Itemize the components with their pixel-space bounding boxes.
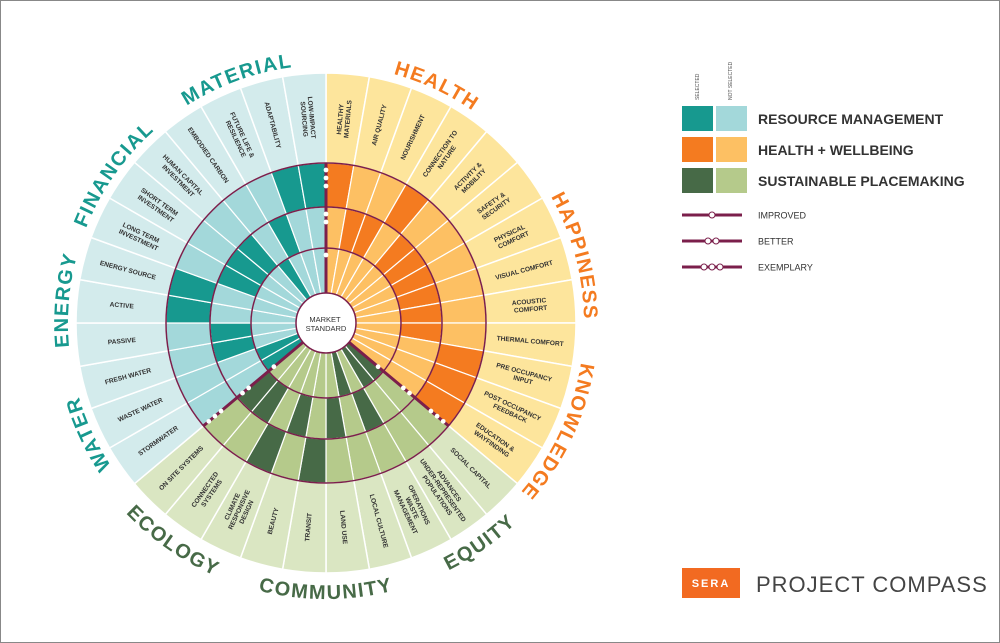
level-dot	[323, 219, 329, 225]
item-label: ACTIVE	[109, 301, 134, 310]
legend-swatch-selected	[682, 168, 713, 193]
legend-level-dot	[708, 263, 716, 271]
level-dot	[246, 385, 252, 391]
legend-group-label: SUSTAINABLE PLACEMAKING	[758, 173, 965, 189]
level-dot	[407, 390, 412, 396]
level-dot	[240, 390, 245, 396]
level-dot	[323, 211, 329, 217]
legend-group-label: RESOURCE MANAGEMENT	[758, 111, 944, 127]
level-dot	[323, 175, 329, 181]
legend: SELECTED NOT SELECTED RESOURCE MANAGEMENT H…	[682, 61, 965, 273]
legend-swatch-selected	[682, 137, 713, 162]
compass-wheel: HEALTHY MATERIALS AIR QUALITY NOURISHMENTC…	[51, 50, 600, 604]
logo-box	[682, 568, 740, 598]
item-label: TRANSIT	[304, 513, 313, 542]
level-dot	[323, 167, 329, 173]
level-dot	[218, 408, 224, 414]
legend-swatch-not-selected	[716, 137, 747, 162]
legend-swatch-not-selected	[716, 168, 747, 193]
legend-header: SELECTED	[695, 73, 701, 100]
legend-swatch-selected	[682, 106, 713, 131]
level-dot	[440, 418, 446, 424]
legend-level-dot	[716, 263, 724, 271]
legend-level-dot	[704, 237, 712, 245]
item-label: LAND USE	[338, 510, 348, 545]
level-dot	[323, 252, 329, 258]
legend-swatch-not-selected	[716, 106, 747, 131]
item-label: PASSIVE	[108, 337, 137, 346]
legend-level-dot	[708, 211, 716, 219]
level-dot	[323, 183, 329, 189]
brand-title: PROJECT COMPASS	[756, 572, 988, 597]
center-circle	[295, 292, 357, 354]
level-dot	[375, 364, 381, 370]
legend-level-label: EXEMPLARY	[758, 263, 813, 273]
legend-level-dot	[700, 263, 708, 271]
legend-group-label: HEALTH + WELLBEING	[758, 142, 914, 158]
level-dot	[400, 385, 406, 391]
level-dot	[271, 364, 277, 370]
logo-text: SERA	[692, 578, 731, 590]
level-dot	[206, 418, 212, 424]
level-dot	[212, 413, 218, 419]
level-dot	[428, 408, 434, 414]
legend-level-dot	[712, 237, 720, 245]
legend-level-label: IMPROVED	[758, 211, 807, 221]
level-dot	[434, 413, 440, 419]
legend-header: NOT SELECTED	[728, 61, 734, 100]
brand: SERA PROJECT COMPASS	[682, 568, 988, 598]
item-label: LOW-IMPACT SOURCING	[298, 96, 316, 141]
item-label: ACOUSTIC COMFORT	[512, 297, 549, 315]
center-label: MARKET STANDARD	[306, 315, 347, 333]
legend-level-label: BETTER	[758, 237, 794, 247]
item-label: HEALTHY MATERIALS	[336, 99, 354, 139]
